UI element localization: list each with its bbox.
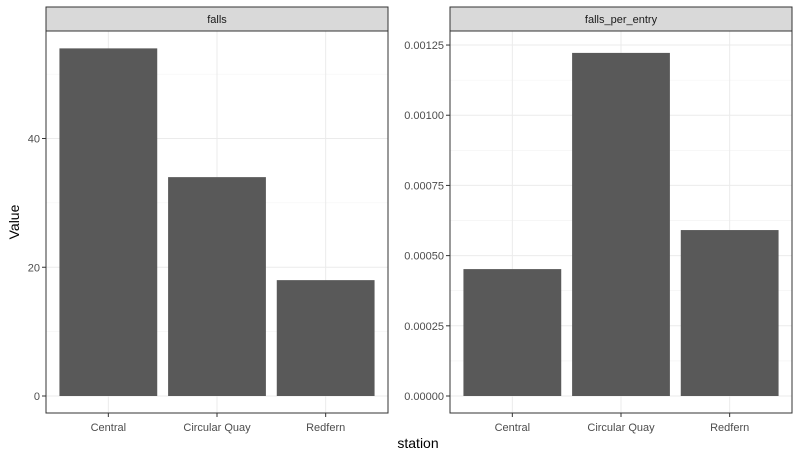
x-axis-title: station [397,435,438,451]
y-axis-title: Value [6,204,22,239]
y-tick-label: 0.00125 [404,40,444,52]
facet-strip [45,6,389,32]
panel-2: falls_per_entry 0.00000 0.00025 0.00050 0.00… [404,6,793,434]
x-tick-label: Circular Quay [587,422,655,434]
y-tick-label: 20 [28,262,40,274]
bar-redfern [680,230,779,396]
y-tick-label: 40 [28,134,40,146]
x-tick-label: Central [91,422,126,434]
x-tick-label: Redfern [306,422,345,434]
x-tick-label: Redfern [710,422,749,434]
panel-1: falls 0 20 40 Central Circular Quay Redfern [28,6,389,434]
bar-circular-quay [168,177,266,396]
y-tick-label: 0.00050 [404,251,444,263]
x-tick-label: Circular Quay [183,422,251,434]
y-tick-label: 0.00100 [404,110,444,122]
x-tick-label: Central [495,422,530,434]
facet-strip [449,6,793,32]
y-tick-label: 0 [34,391,40,403]
bar-redfern [276,280,375,396]
bar-central [463,269,562,396]
bar-central [59,48,158,396]
facet-strip-label: falls_per_entry [585,14,658,26]
bar-circular-quay [572,52,670,397]
y-tick-label: 0.00025 [404,321,444,333]
y-tick-label: 0.00000 [404,391,444,403]
y-tick-label: 0.00075 [404,180,444,192]
facet-strip-label: falls [207,14,227,26]
